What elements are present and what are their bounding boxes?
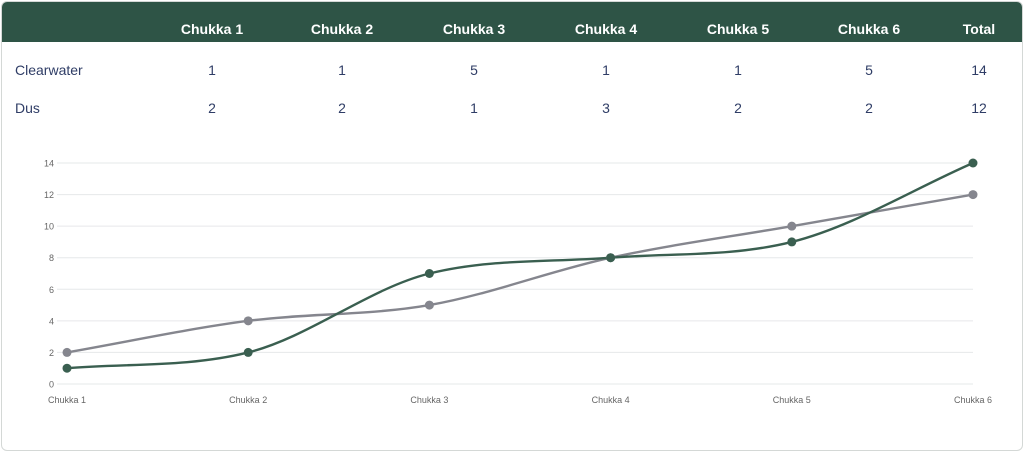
data-point-clearwater[interactable] — [62, 363, 72, 373]
y-tick-label: 6 — [49, 285, 54, 295]
score-cell: 1 — [734, 62, 742, 78]
total-cell: 12 — [971, 100, 987, 116]
score-cell: 1 — [470, 100, 478, 116]
y-tick-label: 8 — [49, 253, 54, 263]
y-tick-label: 14 — [44, 159, 54, 169]
data-point-clearwater[interactable] — [968, 158, 978, 168]
x-tick-label: Chukka 5 — [773, 395, 811, 405]
column-header-chukka-6: Chukka 6 — [837, 21, 901, 37]
y-tick-label: 4 — [49, 316, 54, 326]
column-header-chukka-5: Chukka 5 — [706, 21, 770, 37]
data-point-clearwater[interactable] — [787, 237, 797, 247]
column-header-chukka-4: Chukka 4 — [574, 21, 638, 37]
table-row-clearwater: Clearwater 1 1 5 1 1 5 14 — [2, 55, 1022, 85]
data-point-dus[interactable] — [968, 190, 978, 200]
team-name: Clearwater — [15, 62, 83, 78]
y-tick-label: 2 — [49, 348, 54, 358]
score-cell: 2 — [208, 100, 216, 116]
x-tick-label: Chukka 6 — [954, 395, 992, 405]
total-cell: 14 — [971, 62, 987, 78]
score-cell: 5 — [470, 62, 478, 78]
score-cell: 3 — [602, 100, 610, 116]
y-tick-label: 12 — [44, 190, 54, 200]
x-tick-label: Chukka 2 — [229, 395, 267, 405]
x-tick-label: Chukka 1 — [48, 395, 86, 405]
data-point-dus[interactable] — [62, 347, 72, 357]
score-cell: 5 — [865, 62, 873, 78]
data-point-clearwater[interactable] — [424, 269, 434, 278]
score-cell: 1 — [602, 62, 610, 78]
score-cell: 1 — [208, 62, 216, 78]
data-point-clearwater[interactable] — [243, 347, 253, 357]
column-header-chukka-2: Chukka 2 — [310, 21, 374, 37]
column-header-chukka-1: Chukka 1 — [180, 21, 244, 37]
score-cell: 1 — [338, 62, 346, 78]
table-header: Chukka 1 Chukka 2 Chukka 3 Chukka 4 Chuk… — [2, 2, 1022, 42]
series-line-clearwater — [65, 161, 975, 370]
team-name: Dus — [15, 100, 40, 116]
column-header-total: Total — [962, 21, 996, 37]
data-point-dus[interactable] — [424, 300, 434, 310]
x-tick-label: Chukka 4 — [592, 395, 630, 405]
score-cell: 2 — [338, 100, 346, 116]
score-cell: 2 — [734, 100, 742, 116]
y-tick-label: 10 — [44, 222, 54, 232]
score-cell: 2 — [865, 100, 873, 116]
data-point-clearwater[interactable] — [606, 253, 616, 263]
table-row-dus: Dus 2 2 1 3 2 2 12 — [2, 93, 1022, 123]
y-tick-label: 0 — [49, 380, 54, 390]
column-header-chukka-3: Chukka 3 — [442, 21, 506, 37]
data-point-dus[interactable] — [243, 316, 253, 326]
data-point-dus[interactable] — [787, 221, 797, 231]
series-line-dus — [65, 193, 975, 354]
x-tick-label: Chukka 3 — [410, 395, 448, 405]
